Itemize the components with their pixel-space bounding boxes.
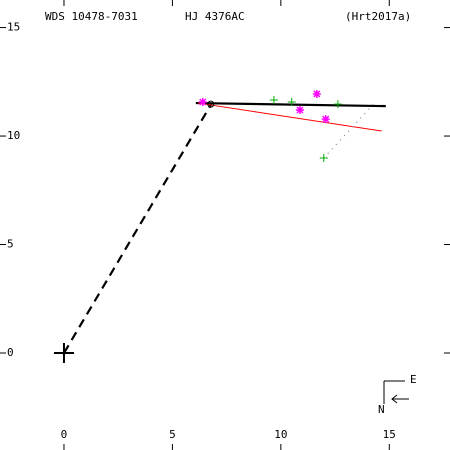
compass-label: N (378, 403, 385, 416)
x-tick-label: 10 (274, 428, 287, 441)
x-tick-label: 5 (169, 428, 176, 441)
plus-marker (319, 153, 328, 162)
y-tick-label: 15 (7, 21, 20, 34)
y-tick-label: 5 (7, 238, 14, 251)
line (195, 101, 386, 108)
plus-marker (287, 97, 296, 106)
y-tick-label: 10 (7, 129, 20, 142)
chart-title: HJ 4376AC (185, 10, 245, 23)
asterisk-marker (321, 115, 330, 124)
x-tick-label: 0 (61, 428, 68, 441)
x-tick-label: 15 (383, 428, 396, 441)
plus-marker (333, 100, 342, 109)
compass-arrow (391, 394, 398, 404)
compass-label: E (410, 373, 417, 386)
plus-marker (269, 96, 278, 105)
circle-marker (207, 100, 215, 108)
compass: E N (378, 373, 417, 416)
chart-title: WDS 10478-7031 (45, 10, 138, 23)
asterisk-marker (295, 106, 304, 115)
origin-marker (53, 343, 74, 364)
line (63, 102, 213, 354)
line (197, 102, 382, 132)
line (323, 103, 375, 159)
asterisk-marker (198, 97, 207, 106)
chart-title: (Hrt2017a) (345, 10, 411, 23)
asterisk-marker (312, 89, 321, 98)
y-tick-label: 0 (7, 346, 14, 359)
